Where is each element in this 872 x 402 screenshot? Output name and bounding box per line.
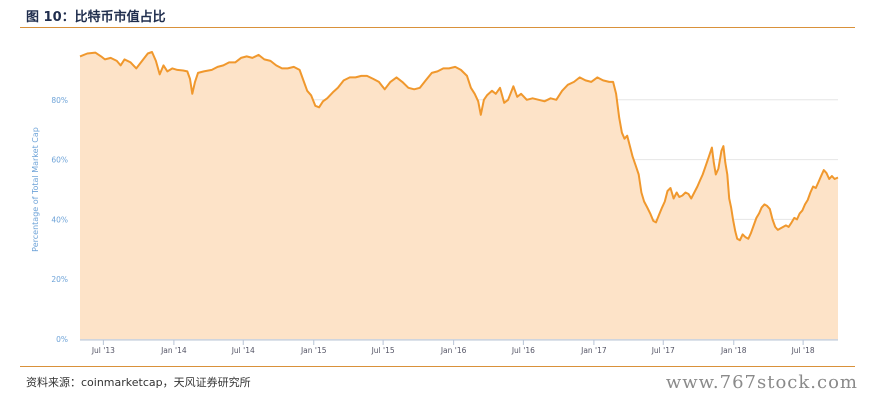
page-title: 图 10：比特币市值占比 bbox=[26, 10, 166, 25]
watermark: www.767stock.com bbox=[665, 372, 858, 393]
x-axis: Jul '13 Jan '14 Jul '14 Jan '15 Jul '15 Jan '… bbox=[80, 339, 838, 355]
x-tick-label: Jan '17 bbox=[580, 346, 607, 355]
y-tick-label: 80% bbox=[51, 96, 68, 105]
bottom-divider bbox=[20, 366, 855, 367]
x-tick-label: Jan '18 bbox=[720, 346, 747, 355]
x-tick-label: Jul '15 bbox=[371, 346, 395, 355]
x-tick-label: Jul '13 bbox=[91, 346, 115, 355]
source-note: 资料来源：coinmarketcap，天风证券研究所 bbox=[26, 376, 251, 389]
y-axis-label: Percentage of Total Market Cap bbox=[31, 127, 40, 252]
x-tick-label: Jul '17 bbox=[651, 346, 675, 355]
y-tick-label: 60% bbox=[51, 156, 68, 165]
x-tick-label: Jul '16 bbox=[511, 346, 535, 355]
x-tick-label: Jan '14 bbox=[160, 346, 187, 355]
y-tick-labels: 0% 20% 40% 60% 80% bbox=[51, 96, 68, 344]
y-tick-label: 0% bbox=[56, 335, 68, 344]
x-tick-label: Jan '16 bbox=[440, 346, 467, 355]
x-tick-label: Jan '15 bbox=[300, 346, 327, 355]
y-tick-label: 40% bbox=[51, 215, 68, 224]
top-divider bbox=[20, 27, 855, 28]
series-line bbox=[79, 51, 839, 242]
x-tick-label: Jul '14 bbox=[231, 346, 255, 355]
x-tick-label: Jul '18 bbox=[791, 346, 815, 355]
y-tick-label: 20% bbox=[51, 275, 68, 284]
area-fill bbox=[80, 52, 838, 339]
